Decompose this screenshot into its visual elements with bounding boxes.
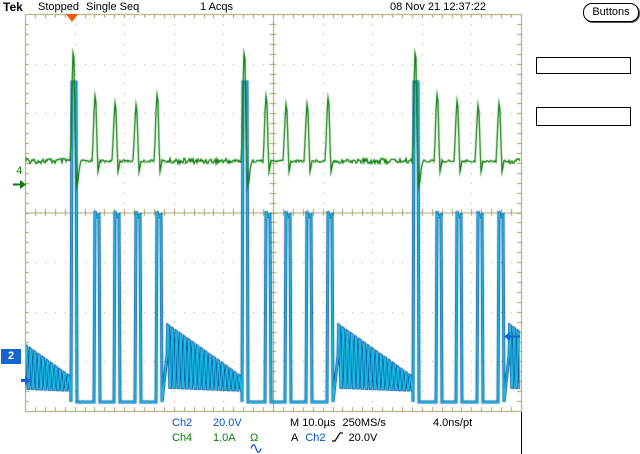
ch2-scale-readout: 20.0V <box>213 417 242 429</box>
ch2-name-readout: Ch2 <box>172 417 193 429</box>
ch2-marker-label: 2 <box>7 350 15 362</box>
datetime-display: 08 Nov 21 12:37:22 <box>390 1 487 13</box>
ch4-name-readout: Ch4 <box>172 432 193 444</box>
menu-box-2[interactable] <box>536 107 631 126</box>
trigger-prefix: A <box>291 432 299 444</box>
ch4-marker-label: 4 <box>16 165 23 177</box>
sample-rate: 250MS/s <box>342 417 386 429</box>
resolution-readout: 4.0ns/pt <box>433 417 473 429</box>
timebase-main: M 10.0µs <box>290 417 336 429</box>
ch2-coupling-icon <box>250 420 262 454</box>
ch2-position-marker: 2 <box>1 349 21 364</box>
menu-box-1[interactable] <box>536 57 631 74</box>
ch4-arrow-icon <box>13 156 26 213</box>
trigger-position-icon <box>66 14 78 22</box>
acquisition-count: 1 Acqs <box>200 1 234 13</box>
ch2-arrow-icon <box>21 352 33 409</box>
trigger-level-icon <box>504 308 520 365</box>
ch4-position-marker: 4 <box>4 153 22 189</box>
trigger-slope-icon <box>331 432 344 442</box>
tek-logo: Tek <box>3 0 23 14</box>
trigger-level: 20.0V <box>348 432 378 444</box>
timebase-readout: M 10.0µs 250MS/s <box>290 417 386 429</box>
acquisition-status: Stopped <box>38 1 79 13</box>
acquisition-mode: Single Seq <box>86 1 140 13</box>
screen-edge-divider <box>521 412 522 454</box>
ch4-impedance-readout: Ω <box>250 432 259 444</box>
trigger-source: Ch2 <box>305 432 326 444</box>
trigger-readout: A Ch2 20.0V <box>291 432 377 444</box>
buttons-button[interactable]: Buttons <box>583 3 639 22</box>
ch4-scale-readout: 1.0A <box>213 432 236 444</box>
